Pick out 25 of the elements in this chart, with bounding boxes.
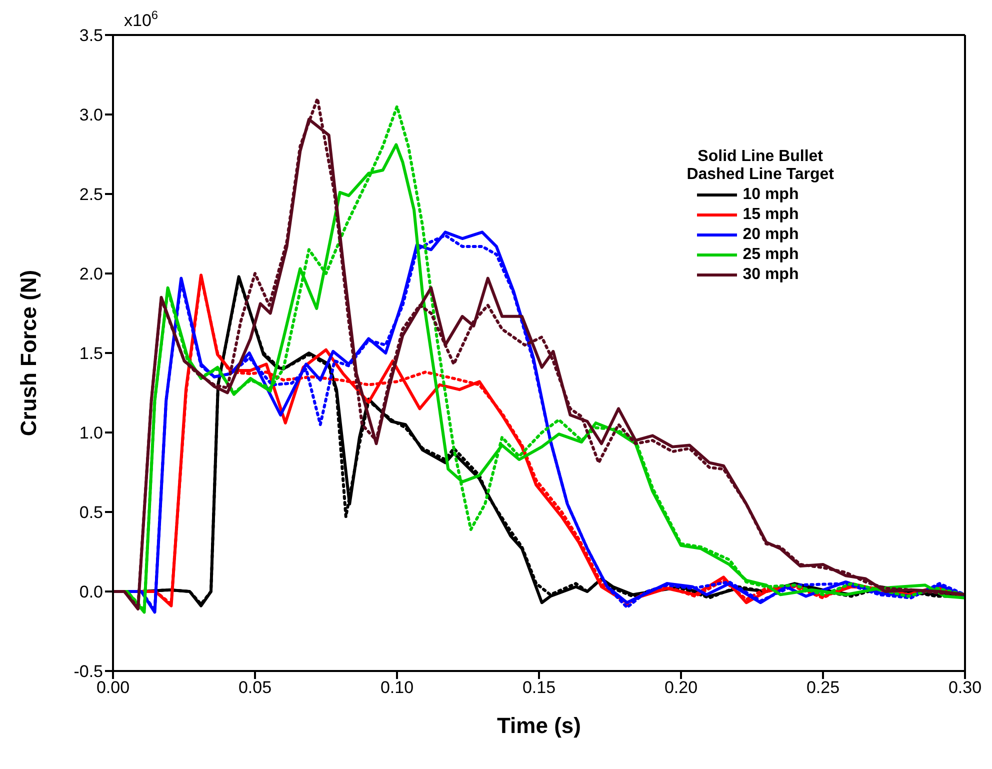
y-tick-label: -0.5 (74, 662, 103, 681)
y-tick-label: 0.5 (79, 503, 103, 522)
y-tick-label: 2.5 (79, 185, 103, 204)
legend-title: Solid Line Bullet Dashed Line Target (686, 148, 834, 184)
y-tick-label: 1.0 (79, 424, 103, 442)
y-tick-label: 0.0 (79, 582, 103, 602)
x-tick-label: 0.05 (238, 678, 272, 698)
x-axis-title: Time (s) (497, 713, 581, 738)
x-tick-label: 0.10 (380, 678, 414, 698)
legend-label: 20 mph (742, 226, 799, 244)
y-tick-label: 3.0 (79, 106, 103, 124)
legend-label: 25 mph (742, 246, 799, 264)
legend-label: 15 mph (742, 206, 799, 224)
x-tick-label: 0.30 (948, 678, 982, 698)
legend-label: 10 mph (742, 186, 799, 204)
x-tick-label: 0.00 (96, 678, 130, 698)
y-tick-label: 3.5 (79, 26, 103, 45)
x-tick-label: 0.15 (522, 678, 556, 698)
text: x10$^{6}$ (124, 8, 158, 30)
y-tick-label: 1.5 (79, 344, 103, 363)
y-tick-label: 2.0 (79, 264, 103, 284)
y-axis-title: Crush Force (N) (16, 270, 41, 436)
x-tick-label: 0.20 (664, 678, 698, 698)
legend-label: 30 mph (742, 266, 799, 284)
x-tick-label: 0.25 (806, 678, 840, 698)
